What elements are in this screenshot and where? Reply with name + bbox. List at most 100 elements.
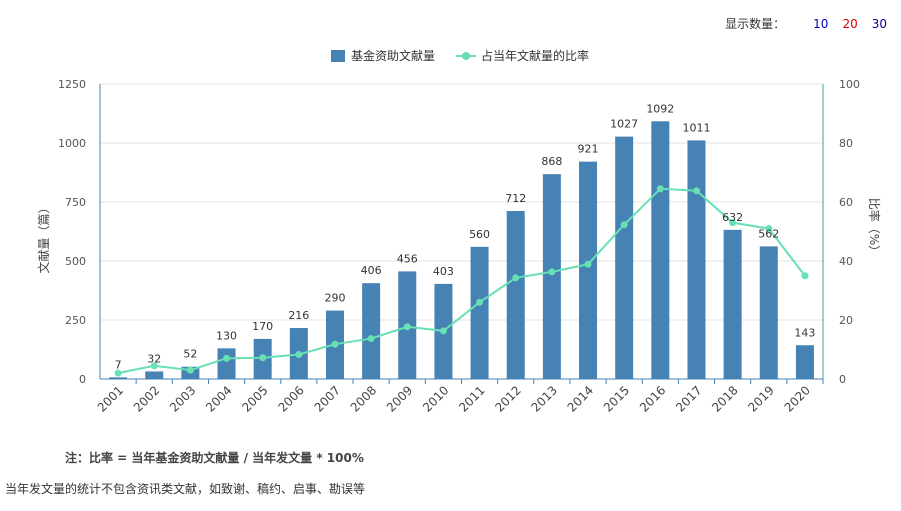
ratio-point <box>403 323 411 331</box>
x-tick-label: 2019 <box>745 383 776 414</box>
ratio-point <box>295 351 303 359</box>
x-tick-label: 2018 <box>709 383 740 414</box>
bar <box>795 345 814 379</box>
y-right-tick-label: 40 <box>839 255 853 268</box>
x-tick-label: 2020 <box>782 383 813 414</box>
ratio-point <box>656 185 664 193</box>
y-tick-label: 0 <box>79 373 86 386</box>
legend-bar-label: 基金资助文献量 <box>351 48 435 63</box>
y-tick-label: 250 <box>65 314 86 327</box>
ratio-point <box>223 354 231 362</box>
legend-line-label: 占当年文献量的比率 <box>481 48 589 63</box>
ratio-point <box>584 260 592 268</box>
x-tick-label: 2002 <box>131 383 162 414</box>
x-tick-label: 2008 <box>348 383 379 414</box>
ratio-point <box>692 187 700 195</box>
bar-data-label: 52 <box>183 348 197 361</box>
ratio-line <box>117 187 806 375</box>
ratio-point <box>150 362 158 370</box>
bar <box>579 161 598 379</box>
bar-data-label: 456 <box>397 252 418 265</box>
bar-data-label: 143 <box>794 326 815 339</box>
ratio-point <box>114 369 122 377</box>
ratio-point <box>186 366 194 374</box>
ratio-point <box>620 221 628 229</box>
footer-note: 当年发文量的统计不包含资讯类文献，如致谢、稿约、启事、勘误等 <box>5 482 366 496</box>
x-tick-label: 2001 <box>95 383 126 414</box>
bar-data-label: 562 <box>758 227 779 240</box>
ratio-point <box>548 268 556 276</box>
ratio-point <box>512 274 520 282</box>
ratio-point <box>801 272 809 280</box>
bar-data-label: 1092 <box>646 102 674 115</box>
legend-bar-swatch <box>331 50 345 62</box>
bar-data-label: 170 <box>252 320 273 333</box>
combo-chart: 0 250 500 750 1000 1250 0 20 40 60 80 100 文献量（篇） 比率（%… <box>36 48 882 415</box>
y-right-tick-label: 60 <box>839 196 853 209</box>
bar-data-label: 868 <box>541 155 562 168</box>
y-tick-label: 500 <box>65 255 86 268</box>
bar-data-label: 712 <box>505 192 526 205</box>
x-tick-label: 2007 <box>312 383 343 414</box>
legend-line-marker <box>462 52 470 60</box>
bar-data-label: 406 <box>361 264 382 277</box>
x-tick-label: 2006 <box>275 383 306 414</box>
x-tick-label: 2017 <box>673 383 704 414</box>
ratio-point <box>367 335 375 343</box>
bar <box>470 246 489 379</box>
y-tick-label: 750 <box>65 196 86 209</box>
x-tick-label: 2010 <box>420 383 451 414</box>
bar-data-label: 130 <box>216 329 237 342</box>
ratio-point <box>331 340 339 348</box>
bar <box>506 210 525 379</box>
y-tick-label: 1000 <box>58 137 86 150</box>
x-tick-label: 2015 <box>601 383 632 414</box>
x-tick-label: 2005 <box>239 383 270 414</box>
bar <box>687 140 706 379</box>
x-tick-label: 2003 <box>167 383 198 414</box>
bar-data-label: 1027 <box>610 118 638 131</box>
x-tick-label: 2004 <box>203 383 234 414</box>
x-tick-label: 2011 <box>456 383 487 414</box>
bar-data-label: 403 <box>433 265 454 278</box>
bar <box>759 246 778 379</box>
bar-data-label: 1011 <box>682 121 710 134</box>
ratio-point <box>765 225 773 233</box>
y-tick-label: 1250 <box>58 78 86 91</box>
display-count-option-30[interactable]: 30 <box>871 17 887 31</box>
y-right-tick-label: 20 <box>839 314 853 327</box>
x-tick-label: 2016 <box>637 383 668 414</box>
bar-data-label: 216 <box>288 309 309 322</box>
x-tick-label: 2014 <box>565 383 596 414</box>
bar-data-label: 7 <box>115 358 122 371</box>
bar-data-label: 560 <box>469 228 490 241</box>
bar <box>615 136 634 379</box>
x-tick-label: 2009 <box>384 383 415 414</box>
x-tick-label: 2013 <box>528 383 559 414</box>
display-count-selector: 显示数量： 10 20 30 <box>725 15 887 32</box>
display-count-label: 显示数量： <box>725 17 786 31</box>
y-axis-title: 文献量（篇） <box>36 201 51 273</box>
ratio-point <box>259 354 267 362</box>
bar <box>542 174 561 379</box>
bar <box>362 283 381 379</box>
display-count-option-20[interactable]: 20 <box>842 17 858 31</box>
bar-data-label: 32 <box>147 352 161 365</box>
ratio-point <box>729 219 737 227</box>
ratio-note: 注：比率 = 当年基金资助文献量 / 当年发文量 * 100% <box>65 451 364 465</box>
bar <box>651 121 670 380</box>
bar <box>109 377 128 379</box>
ratio-point <box>439 327 447 335</box>
bar-data-label: 921 <box>578 143 599 156</box>
y-right-tick-label: 80 <box>839 137 853 150</box>
y-right-tick-label: 100 <box>839 78 860 91</box>
bar <box>145 371 164 379</box>
ratio-point <box>476 298 484 306</box>
x-tick-label: 2012 <box>492 383 523 414</box>
bar <box>217 348 236 379</box>
display-count-option-10[interactable]: 10 <box>813 17 829 31</box>
bar <box>723 229 742 379</box>
bar-data-label: 290 <box>324 292 345 305</box>
y-axis-right-title: 比率（%） <box>867 198 882 257</box>
y-right-tick-label: 0 <box>839 373 846 386</box>
